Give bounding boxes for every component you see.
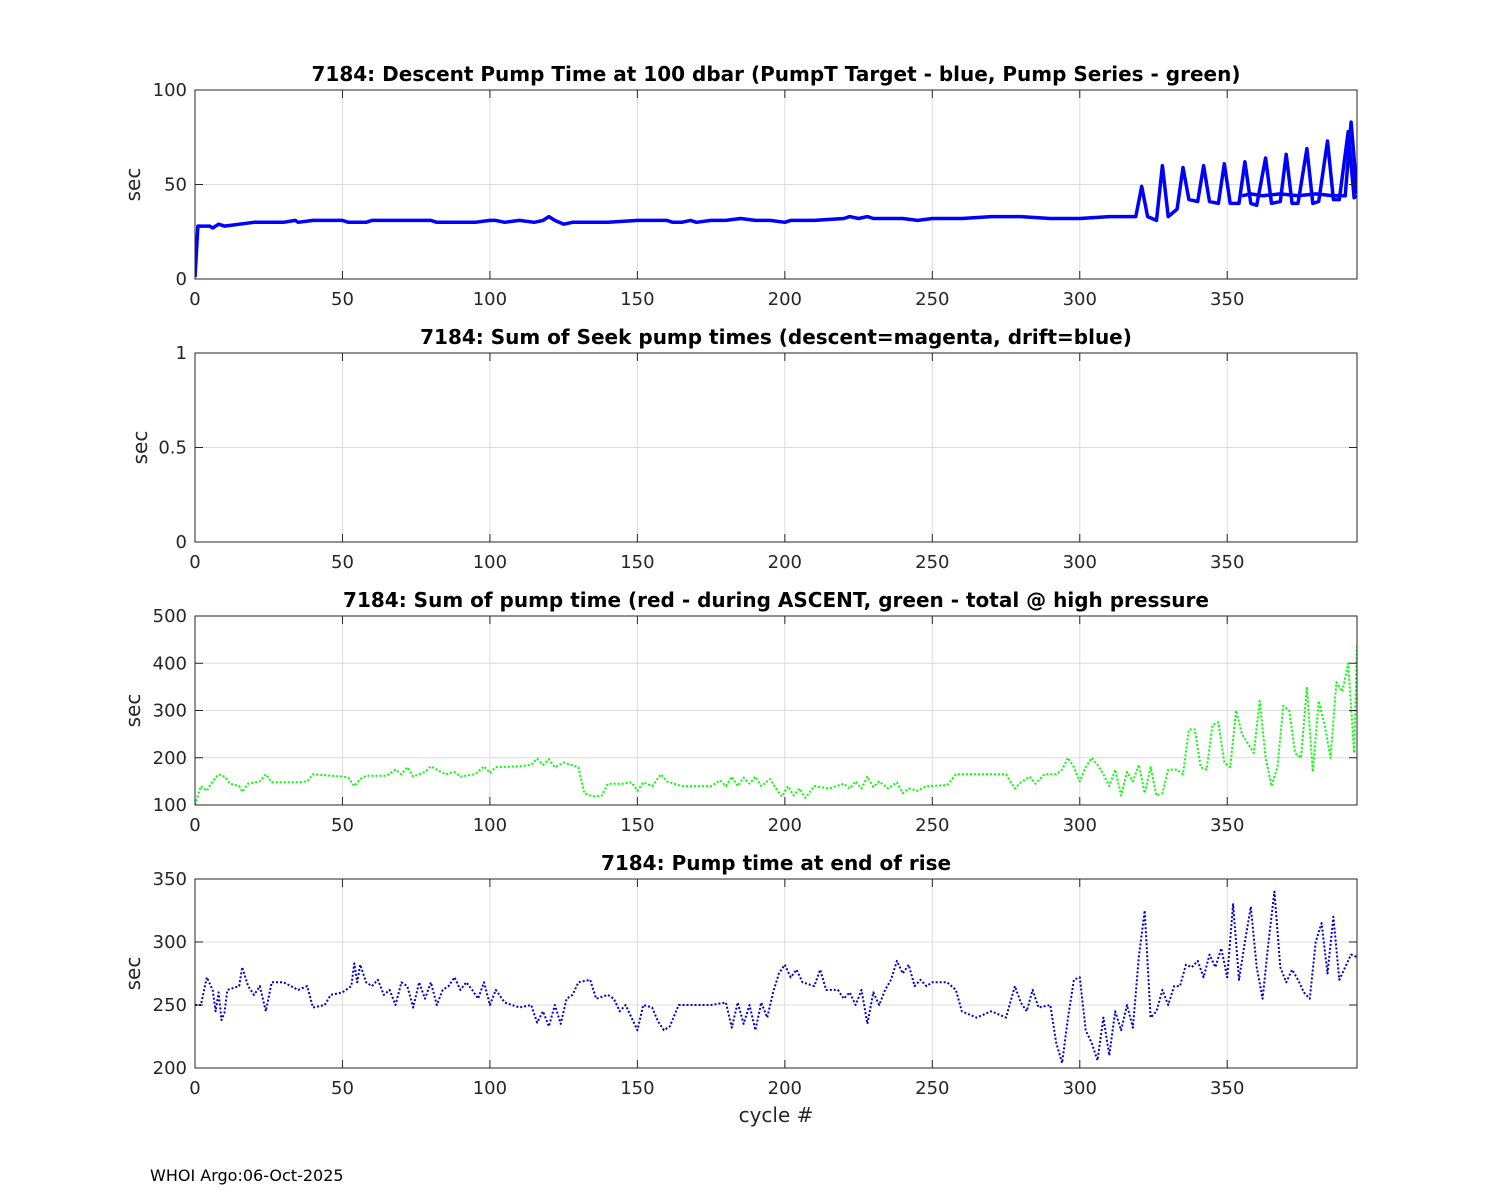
y-tick-label: 300 xyxy=(153,932,187,953)
y-tick-label: 100 xyxy=(153,795,187,816)
x-tick-label: 300 xyxy=(1063,552,1097,573)
x-tick-label: 300 xyxy=(1063,1078,1097,1099)
x-tick-label: 0 xyxy=(189,552,200,573)
x-tick-label: 300 xyxy=(1063,289,1097,310)
x-tick-label: 150 xyxy=(620,552,654,573)
x-tick-label: 50 xyxy=(331,289,354,310)
x-tick-label: 200 xyxy=(768,1078,802,1099)
x-tick-label: 50 xyxy=(331,1078,354,1099)
chart-title: 7184: Descent Pump Time at 100 dbar (Pum… xyxy=(312,62,1241,86)
x-tick-label: 150 xyxy=(620,289,654,310)
chart-title: 7184: Sum of pump time (red - during ASC… xyxy=(343,588,1209,612)
y-tick-label: 200 xyxy=(153,1058,187,1079)
x-tick-label: 50 xyxy=(331,552,354,573)
x-tick-label: 200 xyxy=(768,815,802,836)
axes-frame xyxy=(194,878,1358,1069)
x-tick-label: 300 xyxy=(1063,815,1097,836)
x-tick-label: 250 xyxy=(915,815,949,836)
x-tick-label: 150 xyxy=(620,815,654,836)
series-line-1 xyxy=(195,129,1357,278)
x-tick-label: 350 xyxy=(1210,815,1244,836)
y-tick-label: 0 xyxy=(176,532,187,553)
x-tick-label: 350 xyxy=(1210,1078,1244,1099)
panel-1: 0 50 100 150 200 250 300 350 0 50 100 7184: Descent… xyxy=(121,62,1358,310)
x-tick-label: 350 xyxy=(1210,552,1244,573)
y-tick-label: 50 xyxy=(164,175,187,196)
y-axis-label: sec xyxy=(128,431,152,465)
x-tick-label: 100 xyxy=(473,289,507,310)
x-tick-label: 0 xyxy=(189,815,200,836)
y-tick-label: 250 xyxy=(153,995,187,1016)
y-tick-label: 350 xyxy=(153,869,187,890)
y-tick-label: 200 xyxy=(153,748,187,769)
x-tick-label: 200 xyxy=(768,552,802,573)
x-tick-label: 350 xyxy=(1210,289,1244,310)
plot-area xyxy=(195,879,1357,1068)
x-tick-label: 250 xyxy=(915,552,949,573)
y-tick-label: 0 xyxy=(176,269,187,290)
y-tick-label: 400 xyxy=(153,653,187,674)
footer-label: WHOI Argo:06-Oct-2025 xyxy=(150,1166,344,1185)
x-tick-label: 200 xyxy=(768,289,802,310)
x-tick-label: 100 xyxy=(473,552,507,573)
x-tick-label: 50 xyxy=(331,815,354,836)
x-tick-label: 0 xyxy=(189,289,200,310)
y-tick-label: 100 xyxy=(153,80,187,101)
series-line-1 xyxy=(195,644,1357,806)
y-tick-label: 1 xyxy=(176,343,187,364)
y-axis-label: sec xyxy=(121,694,145,728)
panel-4: 0 50 100 150 200 250 300 350 200 250 300 350 7184: P… xyxy=(121,851,1358,1127)
x-tick-label: 100 xyxy=(473,815,507,836)
x-tick-label: 150 xyxy=(620,1078,654,1099)
x-tick-label: 0 xyxy=(189,1078,200,1099)
series-line-1 xyxy=(195,890,1357,1064)
y-axis-label: sec xyxy=(121,957,145,991)
series-line-2 xyxy=(1241,120,1357,198)
x-tick-label: 250 xyxy=(915,289,949,310)
y-tick-label: 0.5 xyxy=(158,438,187,459)
y-tick-label: 300 xyxy=(153,701,187,722)
chart-title: 7184: Sum of Seek pump times (descent=ma… xyxy=(420,325,1132,349)
panel-2: 0 50 100 150 200 250 300 350 0 0.5 1 7184: Sum of S… xyxy=(128,325,1358,573)
x-tick-label: 100 xyxy=(473,1078,507,1099)
y-tick-label: 500 xyxy=(153,606,187,627)
x-axis-label: cycle # xyxy=(739,1103,814,1127)
y-axis-label: sec xyxy=(121,168,145,202)
x-tick-label: 250 xyxy=(915,1078,949,1099)
panel-3: 0 50 100 150 200 250 300 350 100 200 300 400 500 7184… xyxy=(121,588,1358,836)
chart-title: 7184: Pump time at end of rise xyxy=(601,851,951,875)
